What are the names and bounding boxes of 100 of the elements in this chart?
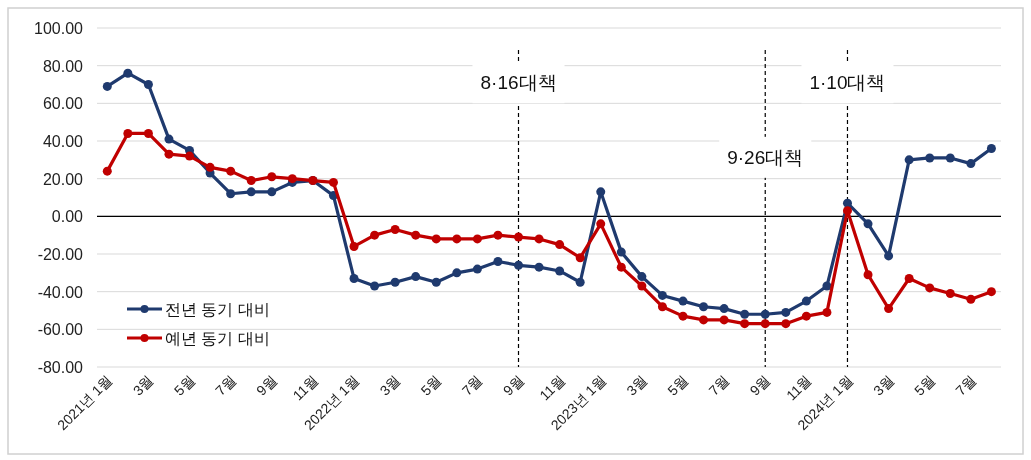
point bbox=[102, 166, 112, 176]
point bbox=[699, 302, 709, 312]
point bbox=[616, 262, 626, 272]
point bbox=[925, 283, 935, 293]
point bbox=[102, 81, 112, 91]
point bbox=[966, 294, 976, 304]
point bbox=[657, 290, 667, 300]
point bbox=[143, 80, 153, 89]
ref-line-label: 1·10대책 bbox=[809, 72, 886, 94]
point bbox=[390, 277, 400, 287]
x-tick-label: 5월 bbox=[664, 371, 692, 399]
point bbox=[205, 162, 215, 172]
point bbox=[493, 257, 503, 267]
y-tick-label: -60.00 bbox=[37, 321, 84, 339]
point bbox=[966, 159, 976, 169]
point bbox=[328, 177, 338, 187]
point bbox=[596, 187, 606, 197]
point bbox=[740, 309, 750, 319]
point bbox=[637, 272, 647, 282]
x-tick-label: 3월 bbox=[869, 371, 897, 399]
point bbox=[370, 281, 380, 291]
point bbox=[801, 296, 811, 306]
y-tick-label: 0.00 bbox=[51, 208, 84, 226]
point bbox=[925, 153, 935, 163]
point bbox=[452, 234, 462, 244]
point bbox=[226, 166, 236, 176]
point bbox=[760, 309, 770, 319]
x-tick-label: 7월 bbox=[952, 371, 979, 399]
point bbox=[534, 234, 544, 244]
x-tick-label: 3월 bbox=[623, 371, 650, 399]
y-tick-label: -80.00 bbox=[37, 359, 84, 376]
y-tick-label: -40.00 bbox=[37, 283, 84, 301]
point bbox=[452, 268, 462, 278]
x-tick-label: 9월 bbox=[746, 371, 774, 399]
point bbox=[267, 187, 277, 197]
point bbox=[349, 241, 359, 251]
point bbox=[514, 232, 523, 242]
point bbox=[185, 151, 195, 161]
point bbox=[719, 304, 729, 314]
point bbox=[904, 273, 914, 283]
legend-label: 전년 동기 대비 bbox=[165, 301, 270, 318]
point bbox=[760, 319, 770, 329]
point bbox=[370, 230, 380, 240]
point bbox=[246, 176, 256, 186]
y-tick-label: 40.00 bbox=[42, 133, 84, 150]
point bbox=[616, 247, 626, 257]
point bbox=[390, 225, 400, 235]
y-tick-label: 60.00 bbox=[42, 95, 84, 113]
x-tick-label: 3월 bbox=[129, 371, 157, 399]
point bbox=[945, 289, 955, 299]
point bbox=[842, 206, 852, 216]
point bbox=[431, 277, 441, 287]
point bbox=[431, 234, 441, 244]
point bbox=[555, 266, 565, 276]
y-tick-label: 100.00 bbox=[34, 20, 84, 37]
x-tick-label: 7월 bbox=[458, 371, 486, 399]
y-tick-label: 80.00 bbox=[42, 57, 84, 75]
x-tick-label: 5월 bbox=[170, 371, 198, 399]
point bbox=[884, 304, 894, 314]
point bbox=[801, 311, 811, 321]
ref-line-label: 8·16대책 bbox=[480, 72, 557, 94]
point bbox=[945, 153, 955, 163]
point bbox=[534, 262, 544, 272]
point bbox=[863, 270, 873, 280]
point bbox=[657, 302, 667, 312]
point bbox=[822, 307, 832, 317]
point bbox=[123, 128, 133, 138]
point bbox=[143, 128, 153, 138]
point bbox=[884, 251, 894, 261]
point bbox=[699, 315, 709, 325]
point bbox=[986, 144, 996, 154]
point bbox=[267, 172, 277, 182]
point bbox=[678, 296, 688, 306]
point bbox=[514, 260, 523, 270]
x-tick-label: 5월 bbox=[911, 371, 938, 399]
point bbox=[781, 307, 791, 317]
ref-line-label: 9·26대책 bbox=[727, 146, 804, 168]
point bbox=[226, 189, 236, 199]
legend-label: 예년 동기 대비 bbox=[165, 330, 270, 347]
point bbox=[472, 234, 482, 244]
point bbox=[678, 311, 688, 321]
x-tick-label: 7월 bbox=[212, 371, 239, 399]
point bbox=[493, 230, 503, 240]
point bbox=[472, 264, 482, 274]
x-tick-label: 3월 bbox=[376, 371, 404, 399]
point bbox=[555, 240, 565, 250]
point bbox=[123, 68, 133, 78]
point bbox=[740, 319, 750, 329]
point bbox=[986, 287, 996, 297]
point bbox=[575, 253, 585, 263]
point bbox=[719, 315, 729, 325]
x-tick-label: 9월 bbox=[253, 371, 280, 399]
point bbox=[575, 277, 585, 287]
point bbox=[863, 219, 873, 229]
point bbox=[637, 281, 647, 291]
x-tick-label: 7월 bbox=[705, 371, 733, 399]
point bbox=[822, 281, 832, 291]
point bbox=[164, 149, 174, 159]
point bbox=[349, 273, 359, 283]
y-tick-label: 20.00 bbox=[42, 170, 84, 188]
